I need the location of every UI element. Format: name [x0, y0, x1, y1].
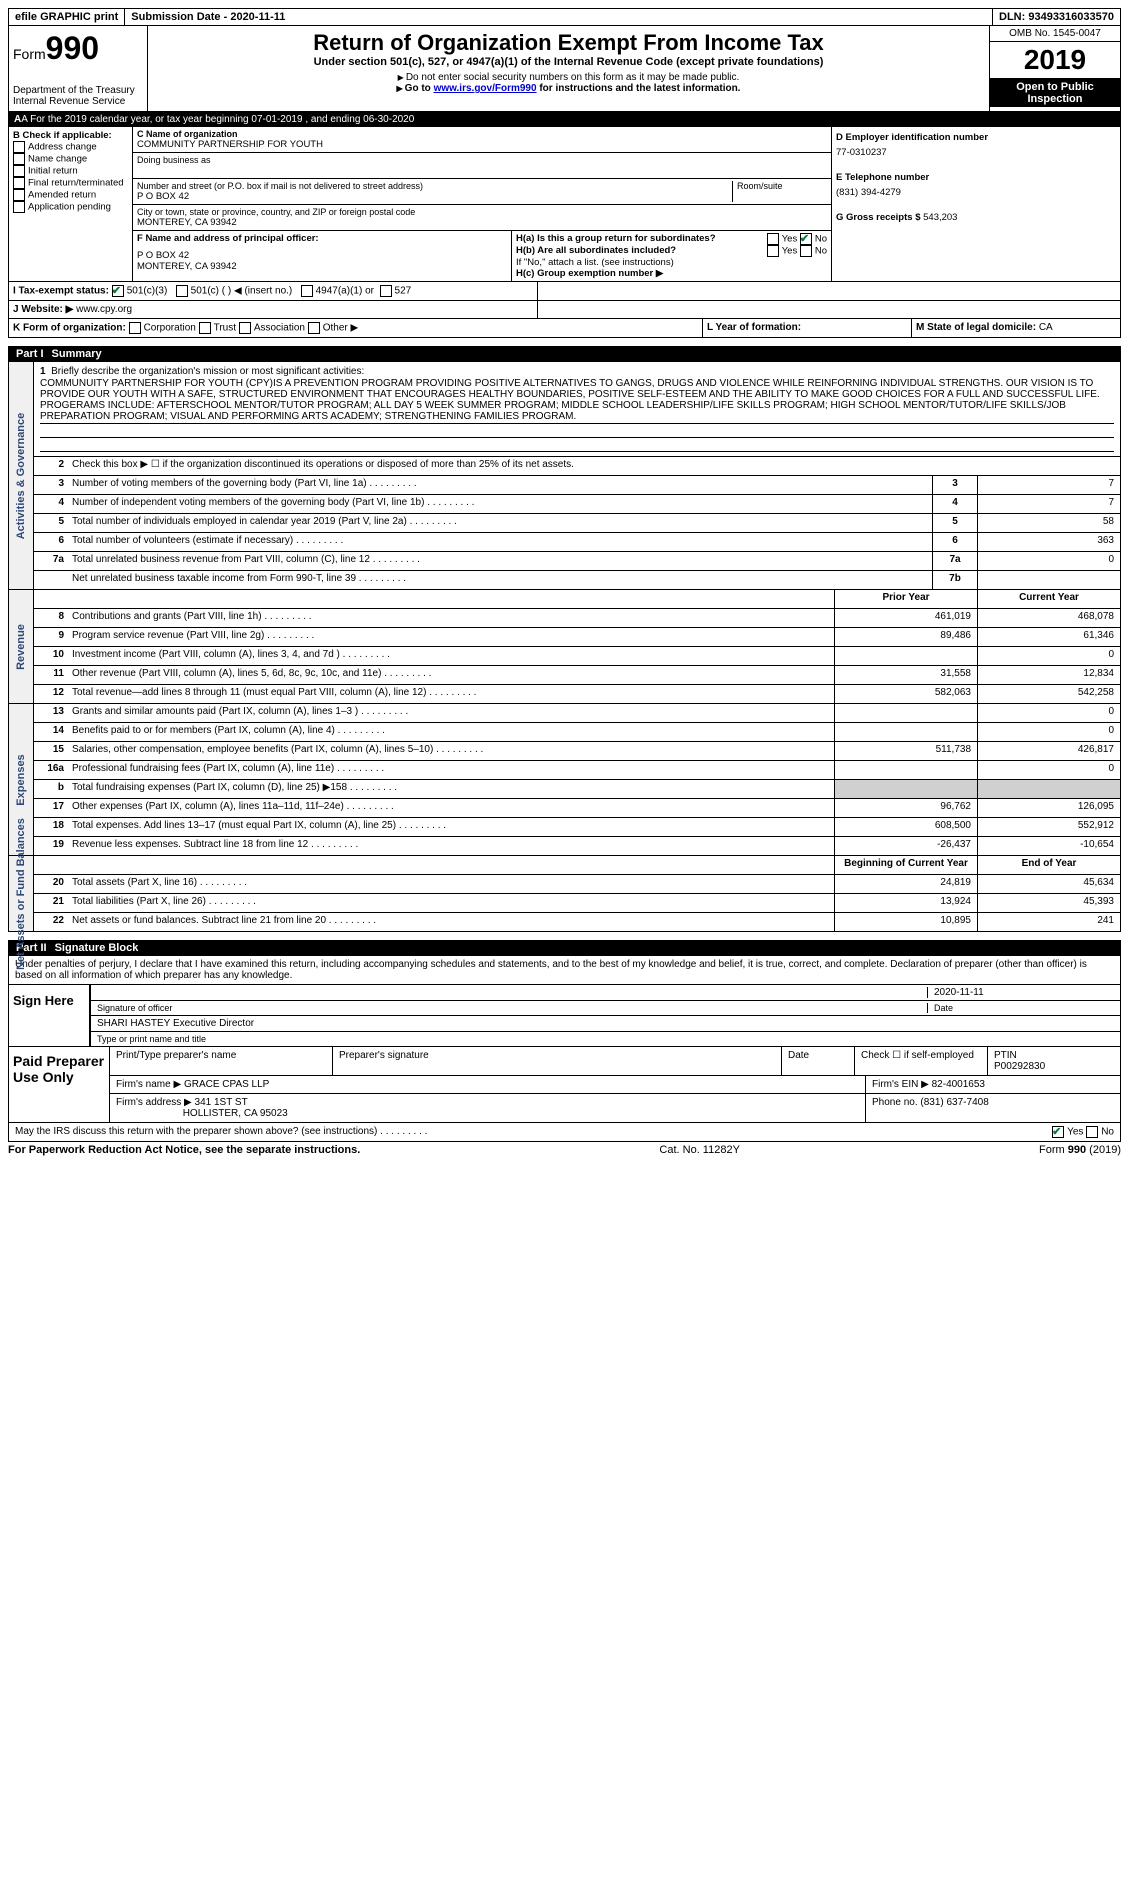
checkbox-name-change[interactable]: [13, 153, 25, 165]
submission-cell: Submission Date - 2020-11-11: [125, 9, 993, 25]
checkbox-discuss-yes[interactable]: [1052, 1126, 1064, 1138]
part2-header: Part II Signature Block: [8, 940, 1121, 956]
row-j: J Website: ▶ www.cpy.org: [8, 301, 1121, 319]
footer: For Paperwork Reduction Act Notice, see …: [8, 1144, 1121, 1156]
checkbox-initial-return[interactable]: [13, 165, 25, 177]
website: www.cpy.org: [76, 304, 132, 315]
mission-text: COMMUNUITY PARTNERSHIP FOR YOUTH (CPY)IS…: [40, 377, 1114, 424]
checkbox-501c[interactable]: [176, 285, 188, 297]
org-name: COMMUNITY PARTNERSHIP FOR YOUTH: [137, 139, 827, 150]
tax-year: 2019: [990, 42, 1120, 79]
activities-governance: Activities & Governance 1 Briefly descri…: [8, 362, 1121, 590]
top-bar: efile GRAPHIC print Submission Date - 20…: [8, 8, 1121, 26]
table-row: 11Other revenue (Part VIII, column (A), …: [34, 666, 1120, 685]
table-row: 21Total liabilities (Part X, line 26)13,…: [34, 894, 1120, 913]
netassets-section: Net Assets or Fund Balances Beginning of…: [8, 856, 1121, 932]
table-row: 19Revenue less expenses. Subtract line 1…: [34, 837, 1120, 855]
table-row: 20Total assets (Part X, line 16)24,81945…: [34, 875, 1120, 894]
bcd-grid: B Check if applicable: Address change Na…: [8, 127, 1121, 282]
table-row: 7aTotal unrelated business revenue from …: [34, 552, 1120, 571]
checkbox-corp[interactable]: [129, 322, 141, 334]
table-row: 9Program service revenue (Part VIII, lin…: [34, 628, 1120, 647]
checkbox-527[interactable]: [380, 285, 392, 297]
checkbox-discuss-no[interactable]: [1086, 1126, 1098, 1138]
efile-label: efile GRAPHIC print: [9, 9, 125, 25]
checkbox-ha-no[interactable]: [800, 233, 812, 245]
checkbox-amended[interactable]: [13, 189, 25, 201]
table-row: 12Total revenue—add lines 8 through 11 (…: [34, 685, 1120, 703]
dln-cell: DLN: 93493316033570: [993, 9, 1120, 25]
table-row: 22Net assets or fund balances. Subtract …: [34, 913, 1120, 931]
checkbox-trust[interactable]: [199, 322, 211, 334]
checkbox-hb-yes[interactable]: [767, 245, 779, 257]
discuss-row: May the IRS discuss this return with the…: [8, 1123, 1121, 1142]
checkbox-hb-no[interactable]: [800, 245, 812, 257]
table-row: 3Number of voting members of the governi…: [34, 476, 1120, 495]
signature-block: Under penalties of perjury, I declare th…: [8, 956, 1121, 1123]
paid-preparer: Paid Preparer Use Only Print/Type prepar…: [9, 1046, 1120, 1122]
checkbox-app-pending[interactable]: [13, 201, 25, 213]
revenue-section: Revenue Prior Year Current Year 8Contrib…: [8, 590, 1121, 704]
checkbox-final-return[interactable]: [13, 177, 25, 189]
table-row: 14Benefits paid to or for members (Part …: [34, 723, 1120, 742]
row-k: K Form of organization: Corporation Trus…: [8, 319, 1121, 338]
checkbox-ha-yes[interactable]: [767, 233, 779, 245]
checkbox-4947[interactable]: [301, 285, 313, 297]
table-row: 16aProfessional fundraising fees (Part I…: [34, 761, 1120, 780]
table-row: 13Grants and similar amounts paid (Part …: [34, 704, 1120, 723]
table-row: 5Total number of individuals employed in…: [34, 514, 1120, 533]
table-row: 8Contributions and grants (Part VIII, li…: [34, 609, 1120, 628]
col-c: C Name of organization COMMUNITY PARTNER…: [133, 127, 832, 281]
table-row: 6Total number of volunteers (estimate if…: [34, 533, 1120, 552]
table-row: 17Other expenses (Part IX, column (A), l…: [34, 799, 1120, 818]
ein-value: 77-0310237: [836, 145, 1116, 160]
irs-link[interactable]: www.irs.gov/Form990: [434, 83, 537, 94]
row-a: AA For the 2019 calendar year, or tax ye…: [8, 112, 1121, 127]
table-row: 10Investment income (Part VIII, column (…: [34, 647, 1120, 666]
table-row: 18Total expenses. Add lines 13–17 (must …: [34, 818, 1120, 837]
form-title: Return of Organization Exempt From Incom…: [152, 30, 985, 56]
table-row: Net unrelated business taxable income fr…: [34, 571, 1120, 589]
col-b: B Check if applicable: Address change Na…: [9, 127, 133, 281]
checkbox-assoc[interactable]: [239, 322, 251, 334]
table-row: bTotal fundraising expenses (Part IX, co…: [34, 780, 1120, 799]
header-right: OMB No. 1545-0047 2019 Open to Public In…: [990, 26, 1120, 111]
header-left: Form990 Department of the Treasury Inter…: [9, 26, 148, 111]
checkbox-address-change[interactable]: [13, 141, 25, 153]
form-header: Form990 Department of the Treasury Inter…: [8, 26, 1121, 112]
table-row: 15Salaries, other compensation, employee…: [34, 742, 1120, 761]
row-i: I Tax-exempt status: 501(c)(3) 501(c) ( …: [8, 282, 1121, 301]
part1-header: Part I Summary: [8, 346, 1121, 362]
expenses-section: Expenses 13Grants and similar amounts pa…: [8, 704, 1121, 856]
h-section: H(a) Is this a group return for subordin…: [512, 231, 831, 281]
checkbox-501c3[interactable]: [112, 285, 124, 297]
checkbox-other[interactable]: [308, 322, 320, 334]
header-center: Return of Organization Exempt From Incom…: [148, 26, 990, 111]
col-d: D Employer identification number 77-0310…: [832, 127, 1120, 281]
table-row: 4Number of independent voting members of…: [34, 495, 1120, 514]
